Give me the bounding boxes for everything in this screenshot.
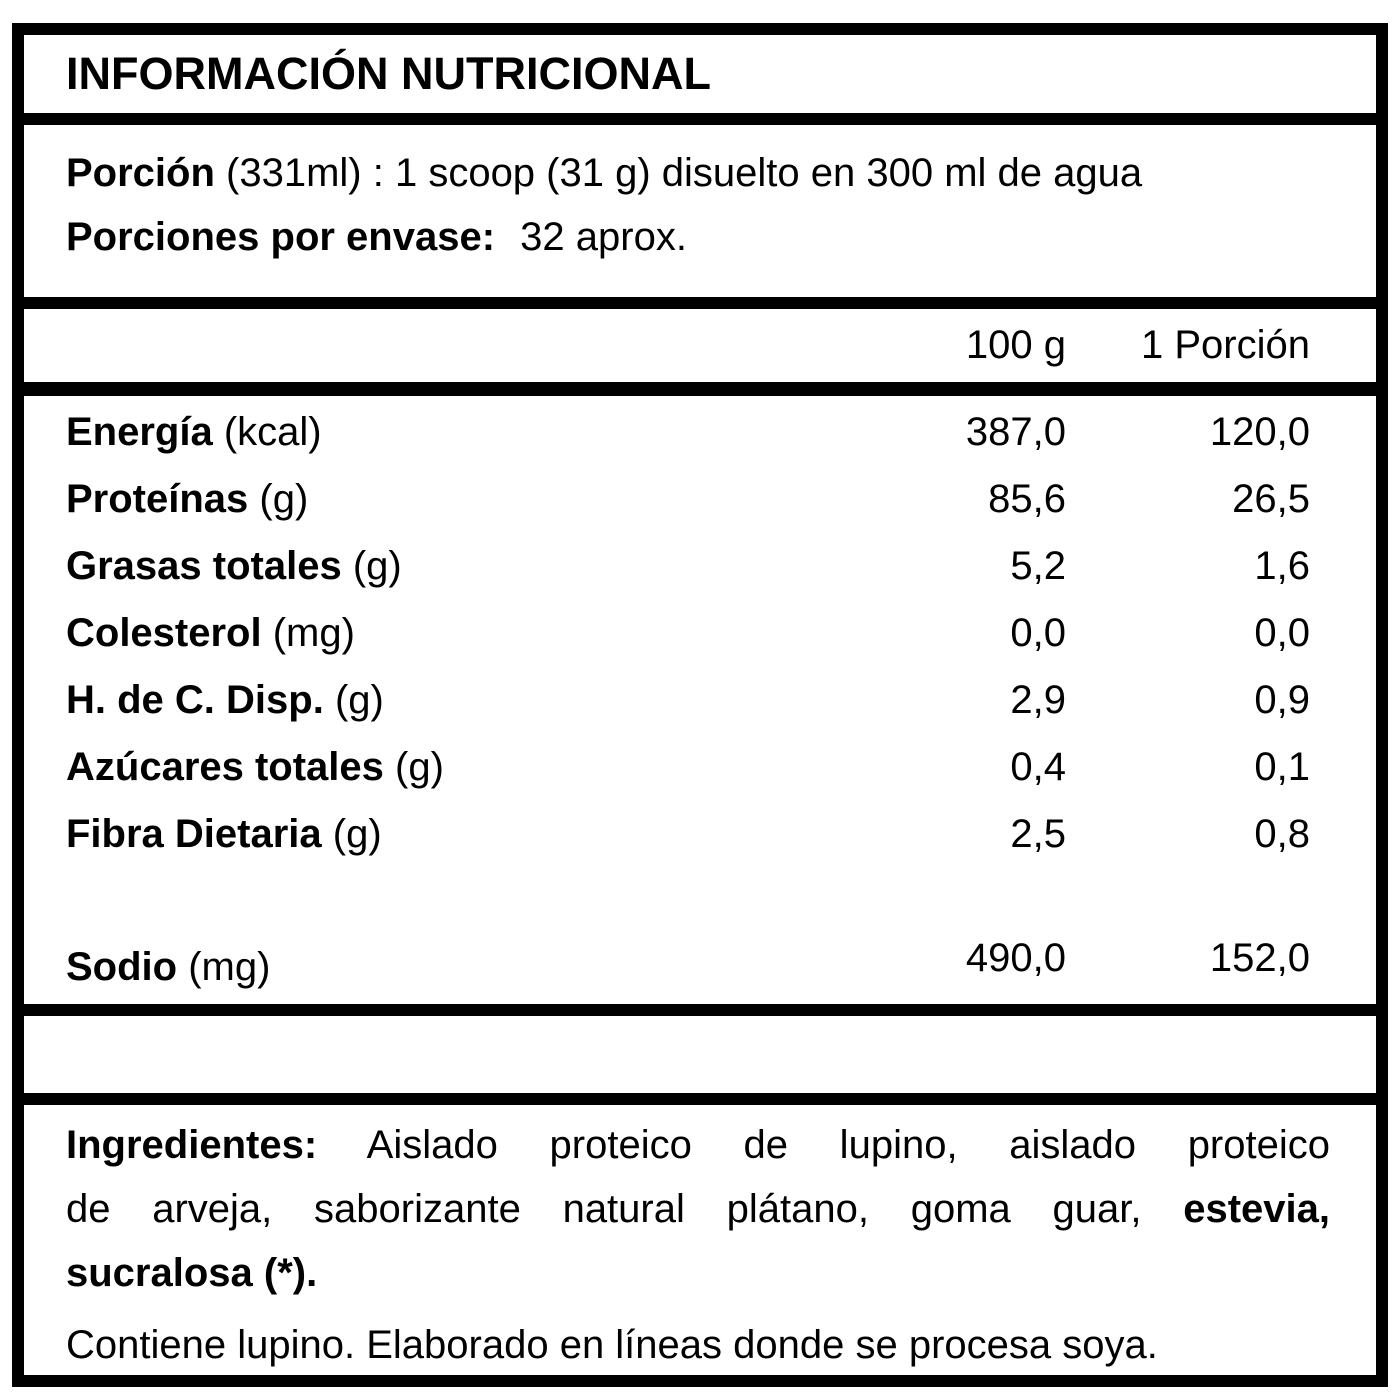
nutrient-name: Fibra Dietaria — [66, 812, 322, 856]
nutrient-label: Proteínas (g) — [66, 466, 876, 533]
table-row-azucares-totales: Azúcares totales (g) 0,4 0,1 — [66, 734, 1310, 801]
table-row-sodio: Sodio (mg) 490,0 152,0 — [66, 934, 1310, 1001]
column-header-row: 100 g 1 Porción — [24, 309, 1376, 382]
nutrient-unit: (mg) — [188, 945, 271, 989]
ingredients-line-1: Ingredientes: Aislado proteico de lupino… — [66, 1113, 1330, 1177]
allergen-note: Contiene lupino. Elaborado en líneas don… — [66, 1323, 1158, 1367]
servings-per-container-line: Porciones por envase: 32 aprox. — [66, 205, 1336, 269]
servings-per-container-label: Porciones por envase: — [66, 215, 496, 259]
value-per-100g: 0,4 — [1010, 745, 1066, 789]
value-per-serving: 1,6 — [1254, 544, 1310, 588]
value-per-100g: 5,2 — [1010, 544, 1066, 588]
value-per-serving: 152,0 — [1209, 936, 1310, 980]
nutrient-unit: (g) — [259, 477, 309, 521]
nutrient-name: H. de C. Disp. — [66, 678, 324, 722]
ingredients-line-2: de arveja, saborizante natural plátano, … — [66, 1177, 1330, 1241]
divider — [24, 1093, 1376, 1105]
nutrient-unit: (g) — [352, 544, 402, 588]
value-per-100g: 490,0 — [965, 936, 1066, 980]
serving-size-line: Porción (331ml) : 1 scoop (31 g) disuelt… — [66, 141, 1336, 205]
value-per-100g: 85,6 — [988, 477, 1066, 521]
nutrient-label: Fibra Dietaria (g) — [66, 801, 876, 868]
ingredients-text-1: Aislado proteico de lupino, aislado prot… — [366, 1123, 1330, 1167]
value-per-100g: 0,0 — [1010, 611, 1066, 655]
nutrient-unit: (mg) — [272, 611, 355, 655]
nutrient-unit: (kcal) — [223, 410, 322, 454]
nutrient-name: Grasas totales — [66, 544, 342, 588]
value-per-serving: 26,5 — [1232, 477, 1310, 521]
serving-size-value: (331ml) : 1 scoop (31 g) disuelto en 300… — [226, 151, 1143, 195]
column-header-per-100g: 100 g — [965, 323, 1066, 367]
nutrient-name: Energía — [66, 410, 213, 454]
divider — [24, 297, 1376, 309]
label-title: INFORMACIÓN NUTRICIONAL — [66, 48, 711, 99]
empty-band — [24, 1016, 1376, 1093]
value-per-100g: 2,5 — [1010, 812, 1066, 856]
table-row-energia: Energía (kcal) 387,0 120,0 — [66, 399, 1310, 466]
nutrient-name: Proteínas — [66, 477, 249, 521]
value-per-100g: 387,0 — [965, 410, 1066, 454]
divider — [24, 1004, 1376, 1016]
value-per-serving: 120,0 — [1209, 410, 1310, 454]
ingredients-section: Ingredientes: Aislado proteico de lupino… — [24, 1105, 1376, 1377]
nutrient-unit: (g) — [332, 812, 382, 856]
value-per-serving: 0,8 — [1254, 812, 1310, 856]
value-per-serving: 0,1 — [1254, 745, 1310, 789]
nutrient-label: H. de C. Disp. (g) — [66, 667, 876, 734]
serving-size-label: Porción — [66, 151, 215, 195]
ingredients-line-3: sucralosa (*). — [66, 1241, 1330, 1305]
value-per-serving: 0,0 — [1254, 611, 1310, 655]
nutrient-label: Sodio (mg) — [66, 934, 876, 1001]
divider — [24, 113, 1376, 125]
nutrient-label: Grasas totales (g) — [66, 533, 876, 600]
nutrient-unit: (g) — [395, 745, 444, 789]
table-row-proteinas: Proteínas (g) 85,6 26,5 — [66, 466, 1310, 533]
nutrient-label: Azúcares totales (g) — [66, 734, 876, 801]
nutrient-name: Colesterol — [66, 611, 262, 655]
nutrient-table: Energía (kcal) 387,0 120,0 Proteínas (g)… — [24, 396, 1376, 1004]
nutrient-unit: (g) — [334, 678, 384, 722]
serving-section: Porción (331ml) : 1 scoop (31 g) disuelt… — [24, 125, 1376, 297]
value-per-serving: 0,9 — [1254, 678, 1310, 722]
ingredients-heading: Ingredientes: — [66, 1123, 318, 1167]
divider-thick — [24, 382, 1376, 396]
nutrition-label-box: INFORMACIÓN NUTRICIONAL Porción (331ml) … — [12, 23, 1388, 1387]
ingredients-text-2: de arveja, saborizante natural plátano, … — [66, 1187, 1142, 1231]
title-section: INFORMACIÓN NUTRICIONAL — [24, 35, 1376, 113]
ingredients-bold-estevia: estevia, — [1183, 1187, 1330, 1231]
ingredients-bold-sucralosa: sucralosa (*). — [66, 1251, 318, 1295]
value-per-100g: 2,9 — [1010, 678, 1066, 722]
nutrient-name: Azúcares totales — [66, 745, 384, 789]
nutrient-label: Energía (kcal) — [66, 399, 876, 466]
column-header-per-serving: 1 Porción — [1141, 323, 1310, 367]
nutrient-name: Sodio — [66, 945, 178, 989]
table-row-grasas-totales: Grasas totales (g) 5,2 1,6 — [66, 533, 1310, 600]
table-row-fibra-dietaria: Fibra Dietaria (g) 2,5 0,8 — [66, 801, 1310, 868]
table-row-h-de-c-disp: H. de C. Disp. (g) 2,9 0,9 — [66, 667, 1310, 734]
nutrient-label: Colesterol (mg) — [66, 600, 876, 667]
table-row-colesterol: Colesterol (mg) 0,0 0,0 — [66, 600, 1310, 667]
servings-per-container-value: 32 aprox. — [520, 215, 687, 259]
